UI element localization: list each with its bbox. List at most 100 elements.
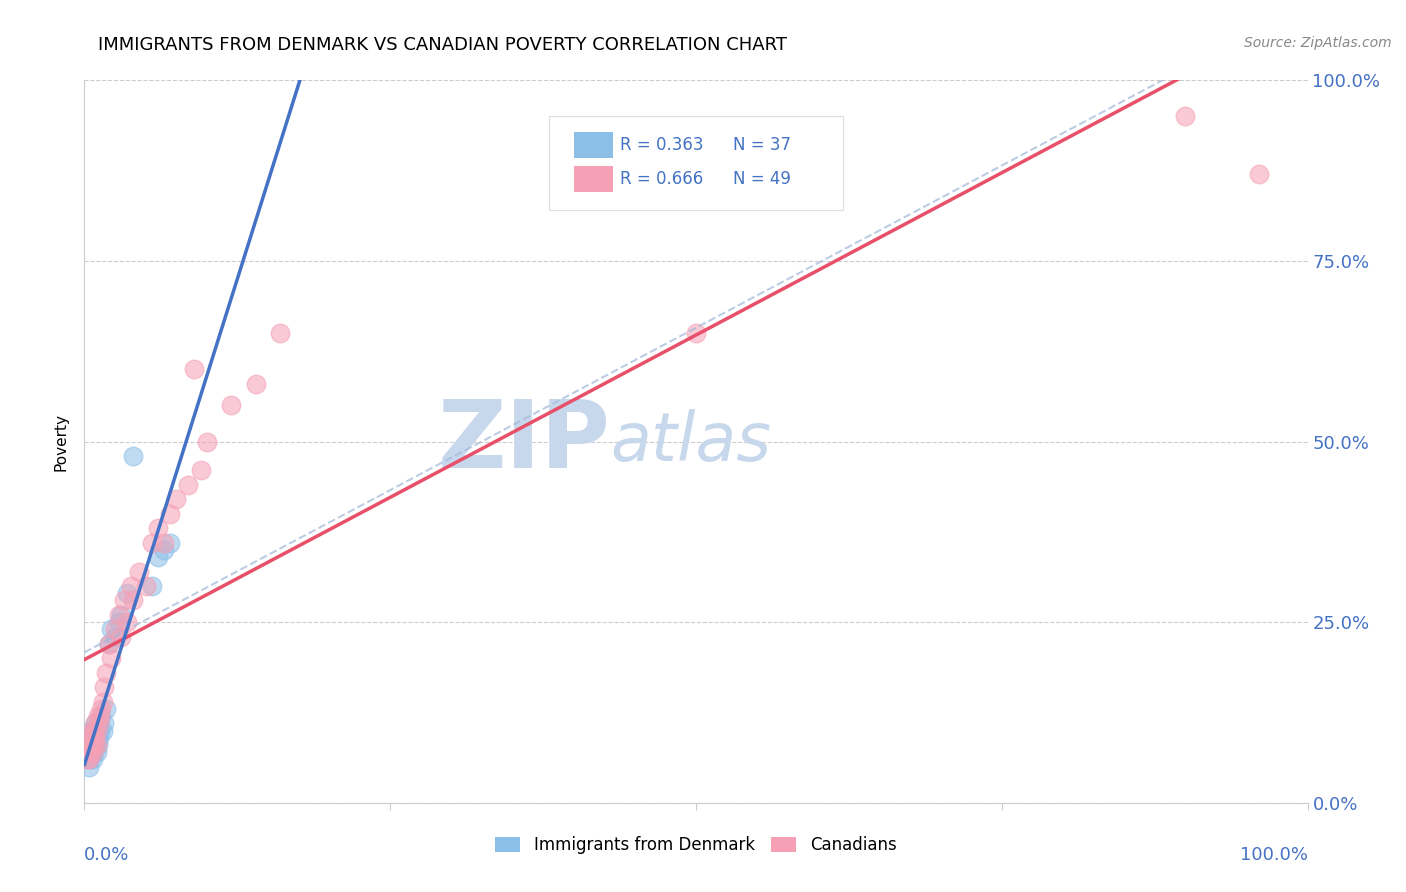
Point [82, 745, 104, 759]
Point [80, 745, 103, 759]
Point [100, 651, 122, 665]
Point [107, 615, 129, 630]
Point [159, 535, 181, 549]
Text: N = 37: N = 37 [733, 136, 790, 153]
Point [77, 738, 100, 752]
Text: IMMIGRANTS FROM DENMARK VS CANADIAN POVERTY CORRELATION CHART: IMMIGRANTS FROM DENMARK VS CANADIAN POVE… [98, 36, 787, 54]
Point [110, 630, 132, 644]
Point [84, 716, 107, 731]
Point [77, 745, 100, 759]
Point [110, 607, 132, 622]
Point [120, 579, 142, 593]
Point [77, 760, 100, 774]
Point [183, 362, 205, 376]
Point [219, 398, 242, 412]
Text: 100.0%: 100.0% [1240, 847, 1308, 864]
Text: N = 49: N = 49 [733, 169, 790, 187]
Point [76, 745, 98, 759]
Point [86, 738, 108, 752]
Text: atlas: atlas [610, 409, 772, 475]
Point [1174, 110, 1197, 124]
Point [83, 723, 105, 738]
Text: ZIP: ZIP [437, 395, 610, 488]
Point [177, 478, 200, 492]
Point [100, 623, 122, 637]
Point [87, 738, 110, 752]
Point [97, 637, 120, 651]
Point [80, 738, 103, 752]
Point [77, 731, 100, 745]
Point [87, 731, 110, 745]
Point [96, 702, 118, 716]
Point [84, 731, 107, 745]
Text: Source: ZipAtlas.com: Source: ZipAtlas.com [1244, 36, 1392, 50]
Point [80, 723, 103, 738]
Point [269, 326, 291, 340]
Point [86, 731, 108, 745]
Point [685, 326, 707, 340]
Point [89, 723, 111, 738]
Point [87, 716, 110, 731]
Point [115, 586, 138, 600]
Point [153, 542, 176, 557]
Point [77, 752, 100, 766]
Point [82, 731, 104, 745]
Point [146, 521, 169, 535]
Point [83, 738, 105, 752]
Text: 0.0%: 0.0% [84, 847, 129, 864]
Point [93, 680, 115, 694]
Y-axis label: Poverty: Poverty [53, 412, 69, 471]
Point [93, 716, 115, 731]
Point [84, 738, 107, 752]
Point [83, 723, 105, 738]
Point [79, 745, 101, 759]
Point [87, 723, 110, 738]
Point [104, 630, 127, 644]
Point [79, 723, 101, 738]
Point [165, 492, 187, 507]
Point [83, 745, 105, 759]
Point [79, 731, 101, 745]
Point [107, 607, 129, 622]
FancyBboxPatch shape [574, 132, 613, 158]
Point [1247, 167, 1270, 181]
Point [90, 709, 112, 723]
Point [79, 752, 101, 766]
Point [77, 752, 100, 766]
Point [87, 709, 110, 723]
Point [146, 550, 169, 565]
Point [122, 593, 145, 607]
Text: R = 0.363: R = 0.363 [620, 136, 703, 153]
Point [195, 434, 218, 449]
Point [91, 723, 114, 738]
Point [96, 665, 118, 680]
Point [84, 716, 107, 731]
Point [122, 449, 145, 463]
Point [190, 463, 212, 477]
Point [86, 723, 108, 738]
Point [91, 695, 114, 709]
Point [76, 752, 98, 766]
Point [115, 615, 138, 630]
Point [141, 535, 163, 549]
Point [112, 593, 135, 607]
Point [90, 702, 112, 716]
Point [87, 716, 110, 731]
Point [128, 565, 150, 579]
FancyBboxPatch shape [574, 166, 613, 192]
Point [89, 709, 111, 723]
Point [104, 623, 127, 637]
Text: R = 0.666: R = 0.666 [620, 169, 703, 187]
Point [159, 507, 181, 521]
Point [141, 579, 163, 593]
Point [80, 738, 103, 752]
Point [153, 535, 176, 549]
Point [86, 745, 108, 759]
Point [245, 376, 267, 391]
Point [77, 738, 100, 752]
Point [82, 752, 104, 766]
Point [82, 731, 104, 745]
Point [97, 637, 120, 651]
FancyBboxPatch shape [550, 117, 842, 211]
Point [135, 579, 157, 593]
